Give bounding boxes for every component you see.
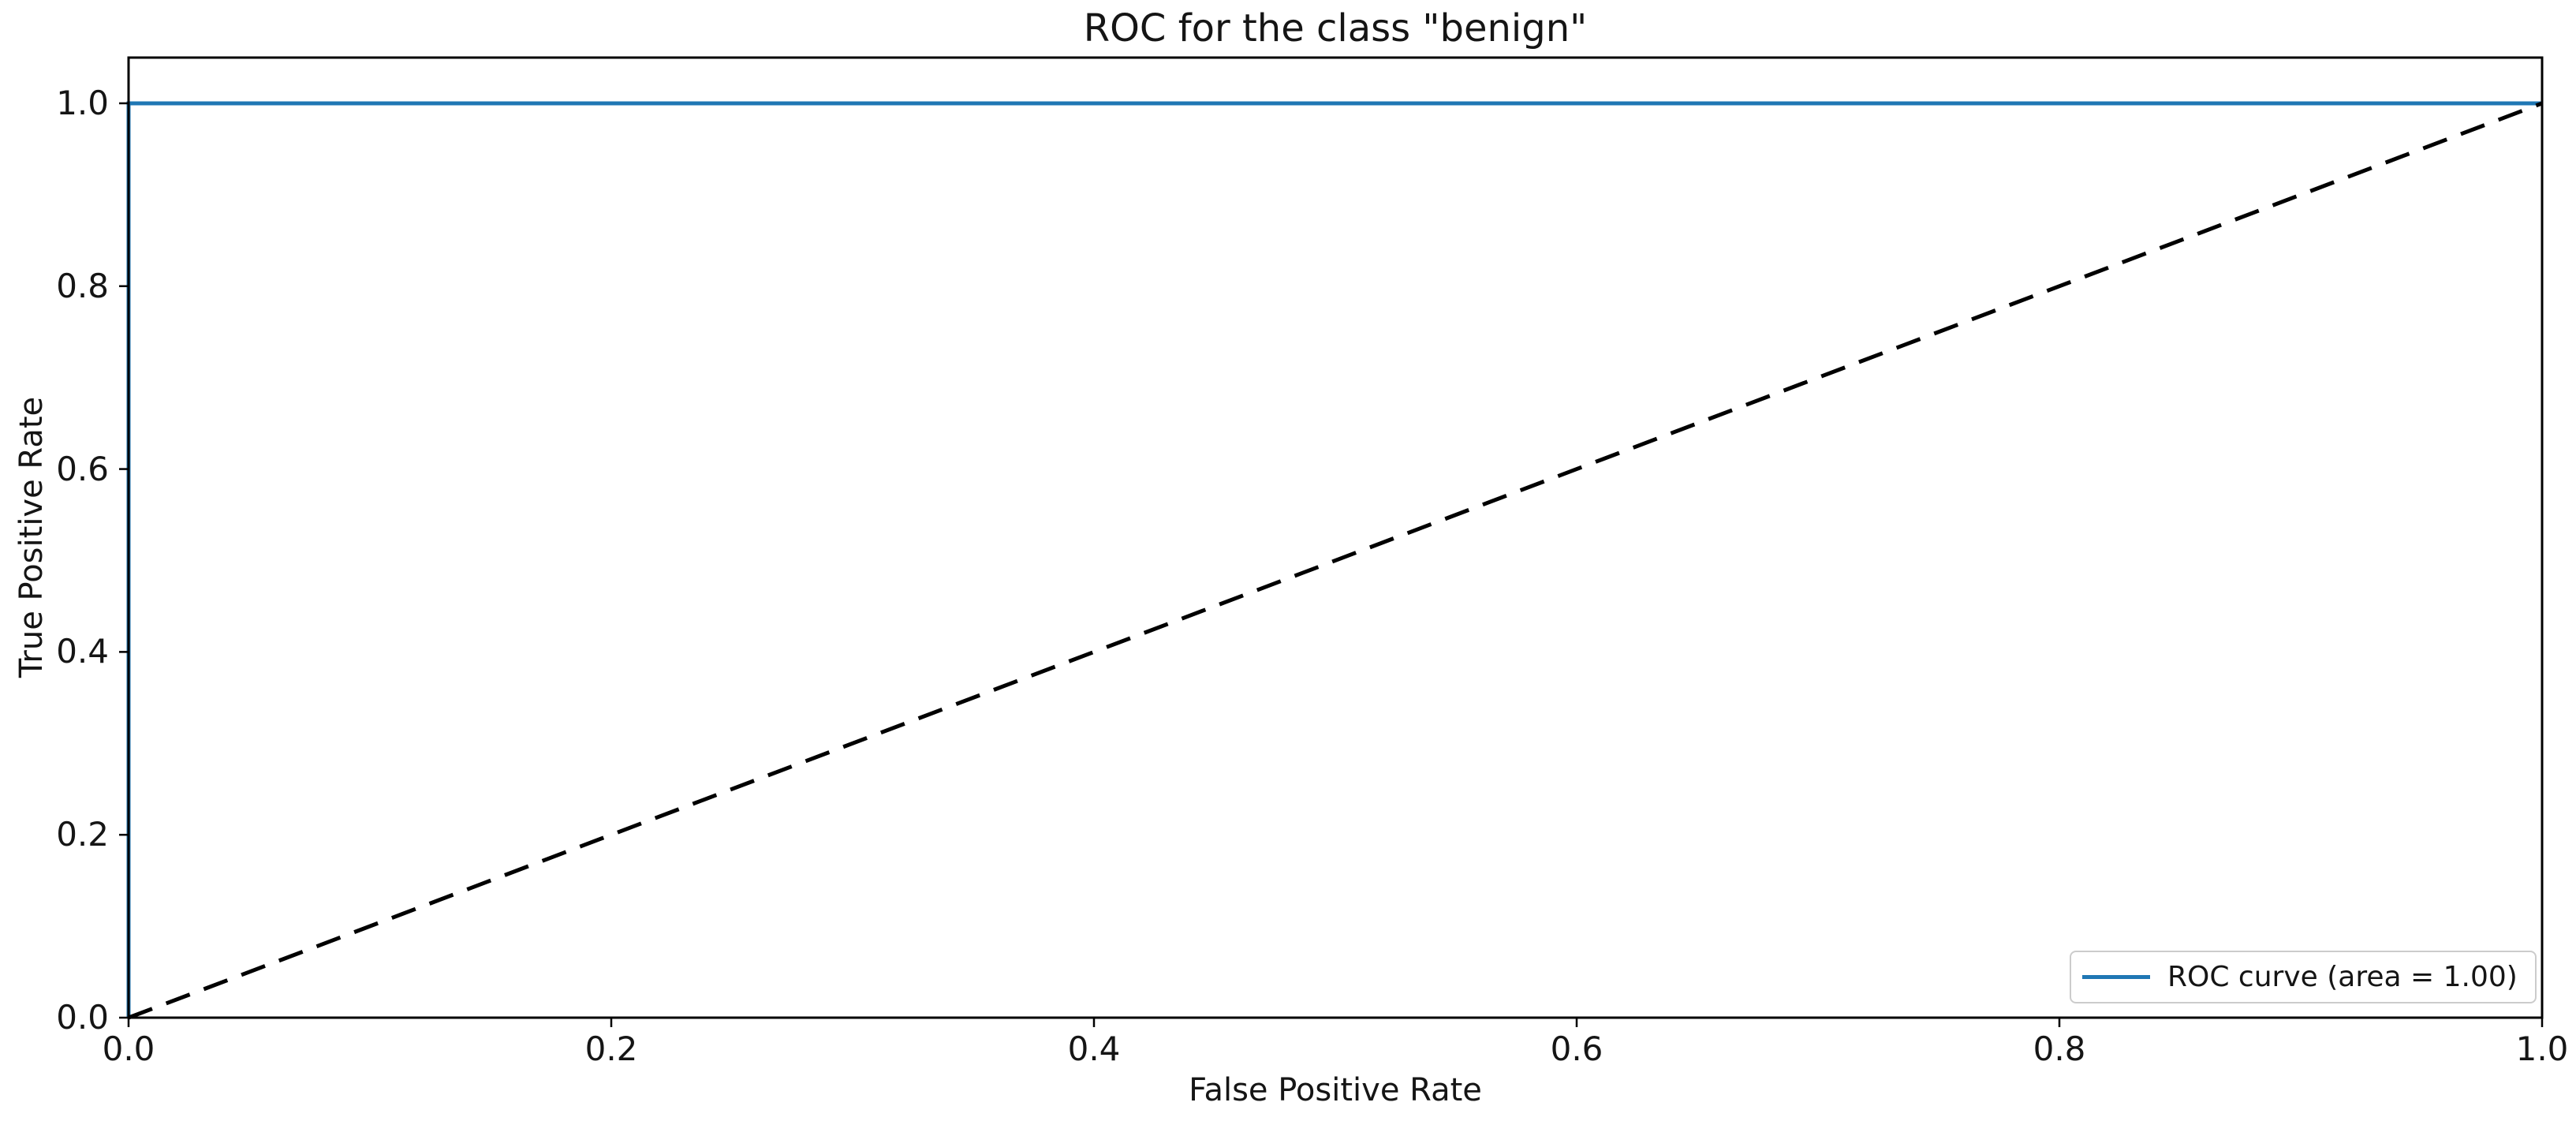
legend-roc-line-sample	[2082, 975, 2150, 979]
x-tick-label-3: 0.6	[1550, 1030, 1603, 1068]
x-tick-label-0: 0.0	[102, 1030, 155, 1068]
y-tick-label-0: 0.0	[56, 998, 109, 1037]
axes-spines	[127, 56, 2544, 1019]
legend: ROC curve (area = 1.00)	[2070, 951, 2537, 1003]
x-axis-label: False Positive Rate	[1189, 1072, 1482, 1108]
y-tick-label-5: 1.0	[56, 83, 109, 122]
y-tick-label-3: 0.6	[56, 449, 109, 488]
x-tick-label-1: 0.2	[584, 1030, 638, 1068]
x-tick-label-4: 0.8	[2033, 1030, 2086, 1068]
series-chance-diagonal	[128, 101, 2543, 1020]
chart-title: ROC for the class "benign"	[1083, 6, 1588, 50]
y-tick-label-4: 0.8	[56, 266, 109, 305]
y-tick-label-2: 0.4	[56, 632, 109, 671]
y-tick-label-1: 0.2	[56, 815, 109, 854]
x-tick-label-2: 0.4	[1067, 1030, 1121, 1068]
legend-entry-label: ROC curve (area = 1.00)	[2167, 961, 2518, 993]
x-tick-label-5: 1.0	[2515, 1030, 2569, 1068]
